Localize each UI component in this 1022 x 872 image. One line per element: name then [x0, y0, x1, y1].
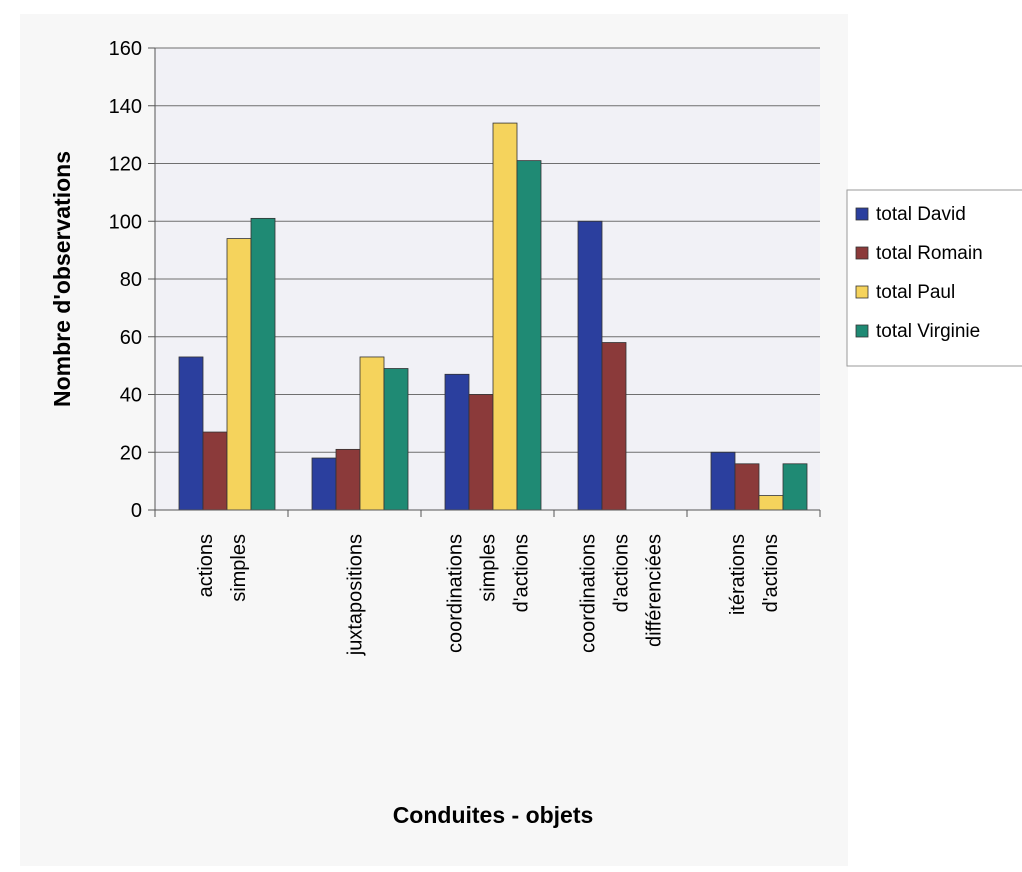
- x-category-labels: actions simples juxtapositions coordination…: [195, 534, 782, 656]
- bar: [758, 495, 784, 511]
- bar: [577, 220, 603, 511]
- legend-swatch: [855, 324, 869, 338]
- legend-box: [846, 189, 1022, 367]
- axes: [148, 47, 821, 517]
- bar: [226, 238, 252, 511]
- y-tick-label: 80: [120, 269, 142, 291]
- x-category-label: itérations: [727, 534, 749, 615]
- x-axis-title: Conduites - objets: [393, 802, 594, 828]
- x-category-label: d'actions: [611, 534, 633, 612]
- legend-label: total Romain: [876, 243, 983, 264]
- x-category-label: différenciées: [644, 534, 666, 647]
- bar: [601, 342, 627, 511]
- y-tick-label: 60: [120, 327, 142, 349]
- x-category-label: d'actions: [760, 534, 782, 612]
- y-tick-label: 100: [109, 211, 142, 233]
- bar: [359, 356, 385, 511]
- bar: [468, 394, 494, 511]
- legend-swatch: [855, 207, 869, 221]
- y-tick-label: 0: [131, 500, 142, 522]
- legend-swatch: [855, 246, 869, 260]
- y-tick-label: 120: [109, 154, 142, 176]
- bar: [311, 457, 337, 511]
- bar: [335, 448, 361, 511]
- y-tick-labels: 0 20 40 60 80 100 120 140 160: [109, 38, 142, 522]
- x-category-label: actions: [195, 534, 217, 597]
- bar: [710, 451, 736, 511]
- x-category-label: simples: [478, 534, 500, 602]
- bar: [178, 356, 204, 511]
- y-axis-title: Nombre d'observations: [49, 151, 75, 407]
- bar: [444, 373, 470, 511]
- x-category-label: coordinations: [578, 534, 600, 653]
- bar: [492, 122, 518, 511]
- x-category-label: d'actions: [511, 534, 533, 612]
- x-category-label: simples: [228, 534, 250, 602]
- legend-label: total Paul: [876, 282, 955, 303]
- y-tick-label: 160: [109, 38, 142, 60]
- x-category-label: juxtapositions: [345, 534, 367, 656]
- bar: [734, 463, 760, 511]
- legend-label: total Virginie: [876, 321, 980, 342]
- y-tick-label: 40: [120, 385, 142, 407]
- legend-swatch: [855, 285, 869, 299]
- x-category-label: coordinations: [445, 534, 467, 653]
- bar: [383, 368, 409, 511]
- y-tick-label: 20: [120, 442, 142, 464]
- bar: [782, 463, 808, 511]
- bars: [178, 122, 808, 511]
- y-tick-label: 140: [109, 96, 142, 118]
- bar: [516, 160, 542, 511]
- legend: total David total Romain total Paul total V…: [846, 189, 1022, 367]
- legend-label: total David: [876, 204, 966, 225]
- bar: [250, 217, 276, 511]
- bar: [202, 431, 228, 511]
